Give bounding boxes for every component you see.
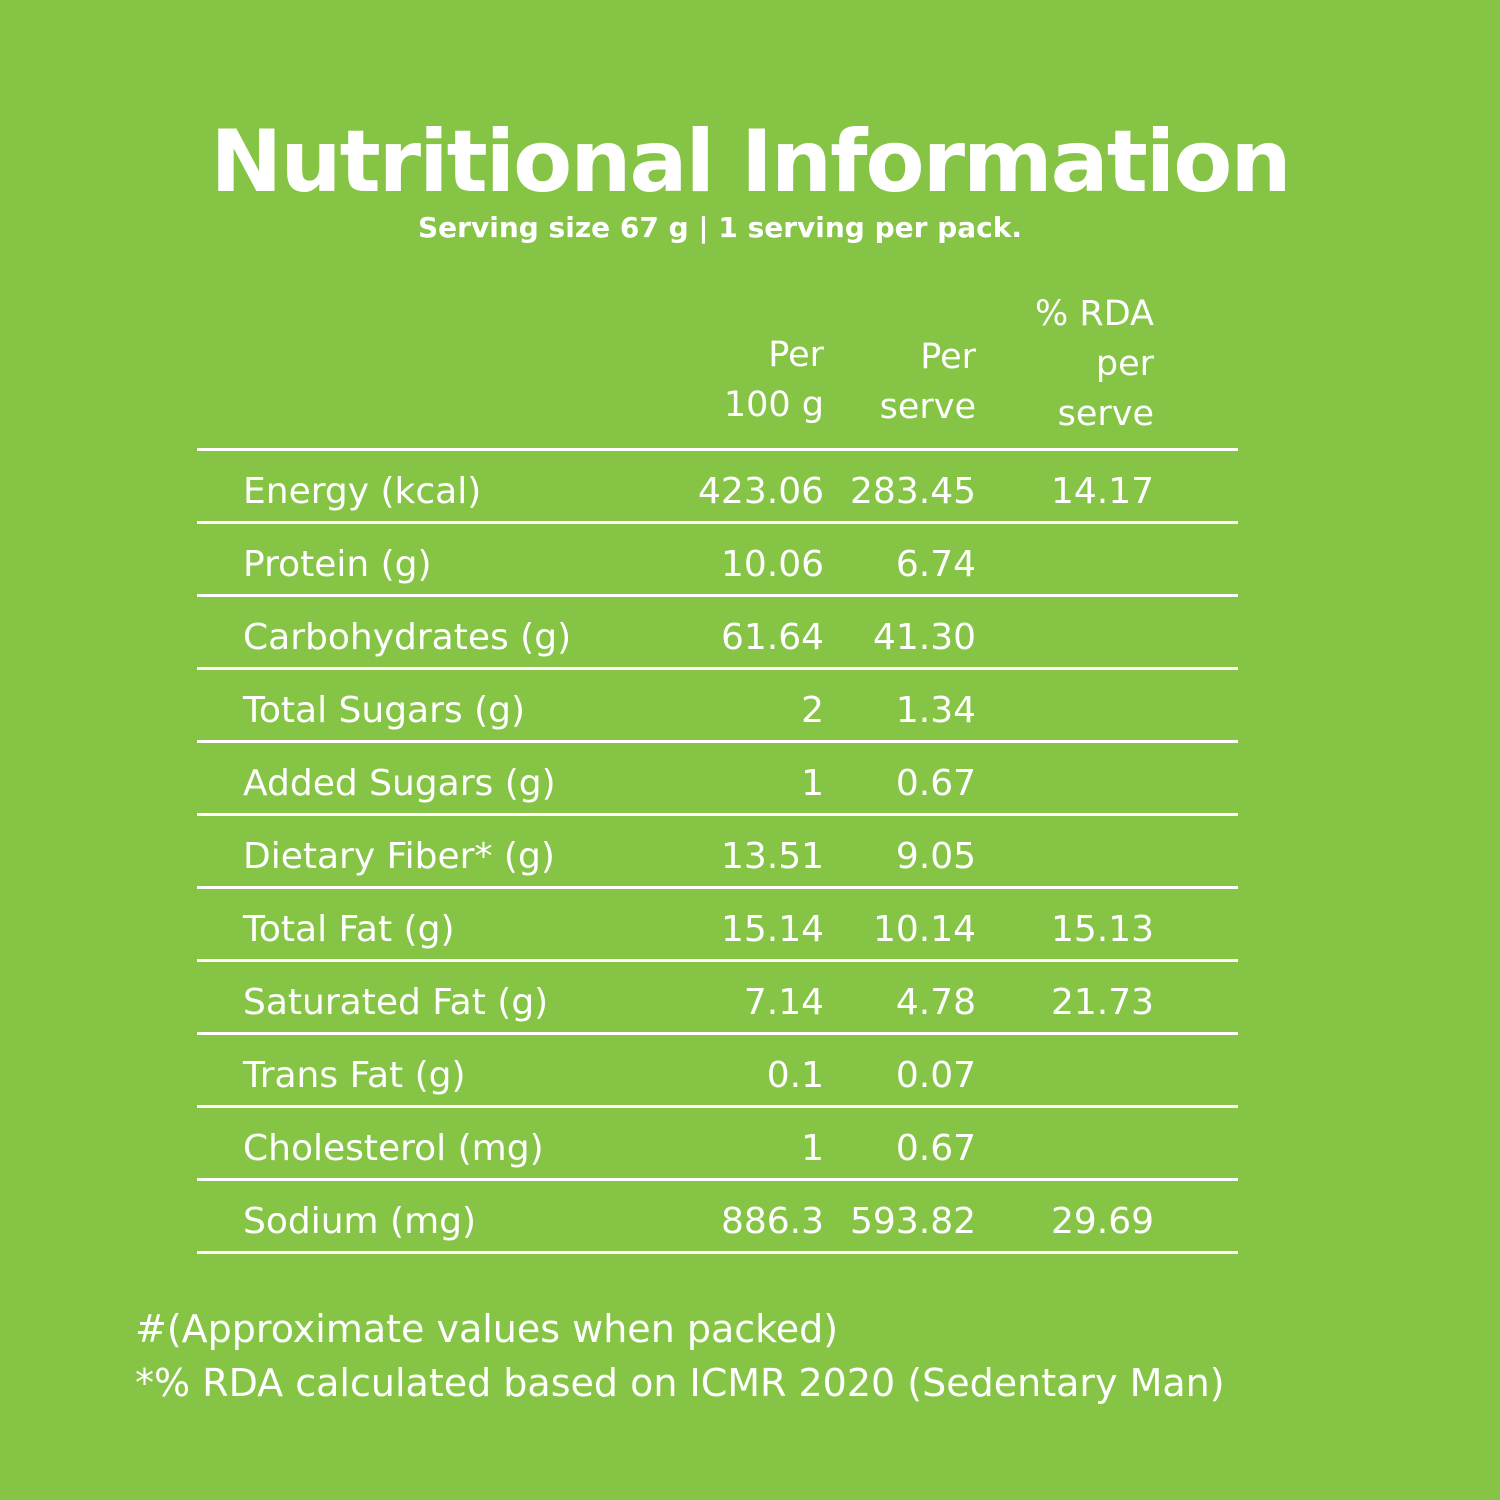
value-per-100g: 886.3 — [720, 1201, 824, 1242]
page-title: Nutritional Information — [210, 112, 1291, 212]
nutrient-label: Carbohydrates (g) — [243, 617, 572, 658]
nutrient-label: Sodium (mg) — [243, 1201, 477, 1242]
nutrient-label: Energy (kcal) — [243, 471, 482, 512]
value-per-serve: 0.67 — [895, 763, 976, 804]
nutrient-label: Protein (g) — [243, 544, 432, 585]
table-row: Trans Fat (g) 0.1 0.07 — [197, 1035, 1238, 1108]
value-per-serve: 6.74 — [895, 544, 976, 585]
table-row: Total Fat (g) 15.14 10.14 15.13 — [197, 889, 1238, 962]
value-rda: 15.13 — [1050, 909, 1154, 950]
value-per-serve: 593.82 — [850, 1201, 976, 1242]
serving-info: Serving size 67 g | 1 serving per pack. — [418, 211, 1022, 244]
table-row: Total Sugars (g) 2 1.34 — [197, 670, 1238, 743]
value-per-100g: 1 — [801, 763, 824, 804]
value-per-100g: 1 — [801, 1128, 824, 1169]
value-per-serve: 41.30 — [872, 617, 976, 658]
nutrient-label: Saturated Fat (g) — [243, 982, 549, 1023]
column-header-per-serve: Per serve — [879, 337, 976, 427]
value-per-100g: 7.14 — [743, 982, 824, 1023]
column-header-per-100g: Per 100 g — [723, 335, 824, 425]
nutrient-label: Added Sugars (g) — [243, 763, 556, 804]
value-per-100g: 13.51 — [720, 836, 824, 877]
footnotes: #(Approximate values when packed) *% RDA… — [135, 1302, 1225, 1410]
value-per-serve: 0.07 — [895, 1055, 976, 1096]
value-per-100g: 61.64 — [720, 617, 824, 658]
value-per-serve: 4.78 — [895, 982, 976, 1023]
value-per-serve: 1.34 — [895, 690, 976, 731]
value-per-serve: 9.05 — [895, 836, 976, 877]
value-per-serve: 283.45 — [850, 471, 976, 512]
table-row: Energy (kcal) 423.06 283.45 14.17 — [197, 451, 1238, 524]
value-per-serve: 0.67 — [895, 1128, 976, 1169]
nutrient-label: Dietary Fiber* (g) — [243, 836, 555, 877]
nutrient-label: Cholesterol (mg) — [243, 1128, 544, 1169]
value-per-serve: 10.14 — [872, 909, 976, 950]
table-row: Dietary Fiber* (g) 13.51 9.05 — [197, 816, 1238, 889]
value-per-100g: 2 — [801, 690, 824, 731]
value-rda: 21.73 — [1050, 982, 1154, 1023]
table-row: Protein (g) 10.06 6.74 — [197, 524, 1238, 597]
table-row: Cholesterol (mg) 1 0.67 — [197, 1108, 1238, 1181]
table-row: Saturated Fat (g) 7.14 4.78 21.73 — [197, 962, 1238, 1035]
footnote-approximate: #(Approximate values when packed) — [135, 1307, 839, 1351]
value-per-100g: 10.06 — [720, 544, 824, 585]
nutrition-table: Energy (kcal) 423.06 283.45 14.17 Protein (g… — [197, 448, 1238, 1254]
value-per-100g: 423.06 — [698, 471, 824, 512]
value-rda: 14.17 — [1050, 471, 1154, 512]
value-per-100g: 15.14 — [720, 909, 824, 950]
nutrient-label: Total Fat (g) — [243, 909, 455, 950]
footnote-rda: *% RDA calculated based on ICMR 2020 (Se… — [135, 1361, 1225, 1405]
value-rda: 29.69 — [1050, 1201, 1154, 1242]
column-header-rda: % RDA per serve — [1035, 294, 1154, 434]
table-row: Sodium (mg) 886.3 593.82 29.69 — [197, 1181, 1238, 1254]
table-row: Carbohydrates (g) 61.64 41.30 — [197, 597, 1238, 670]
nutrient-label: Total Sugars (g) — [243, 690, 526, 731]
table-row: Added Sugars (g) 1 0.67 — [197, 743, 1238, 816]
value-per-100g: 0.1 — [766, 1055, 824, 1096]
nutrient-label: Trans Fat (g) — [243, 1055, 466, 1096]
